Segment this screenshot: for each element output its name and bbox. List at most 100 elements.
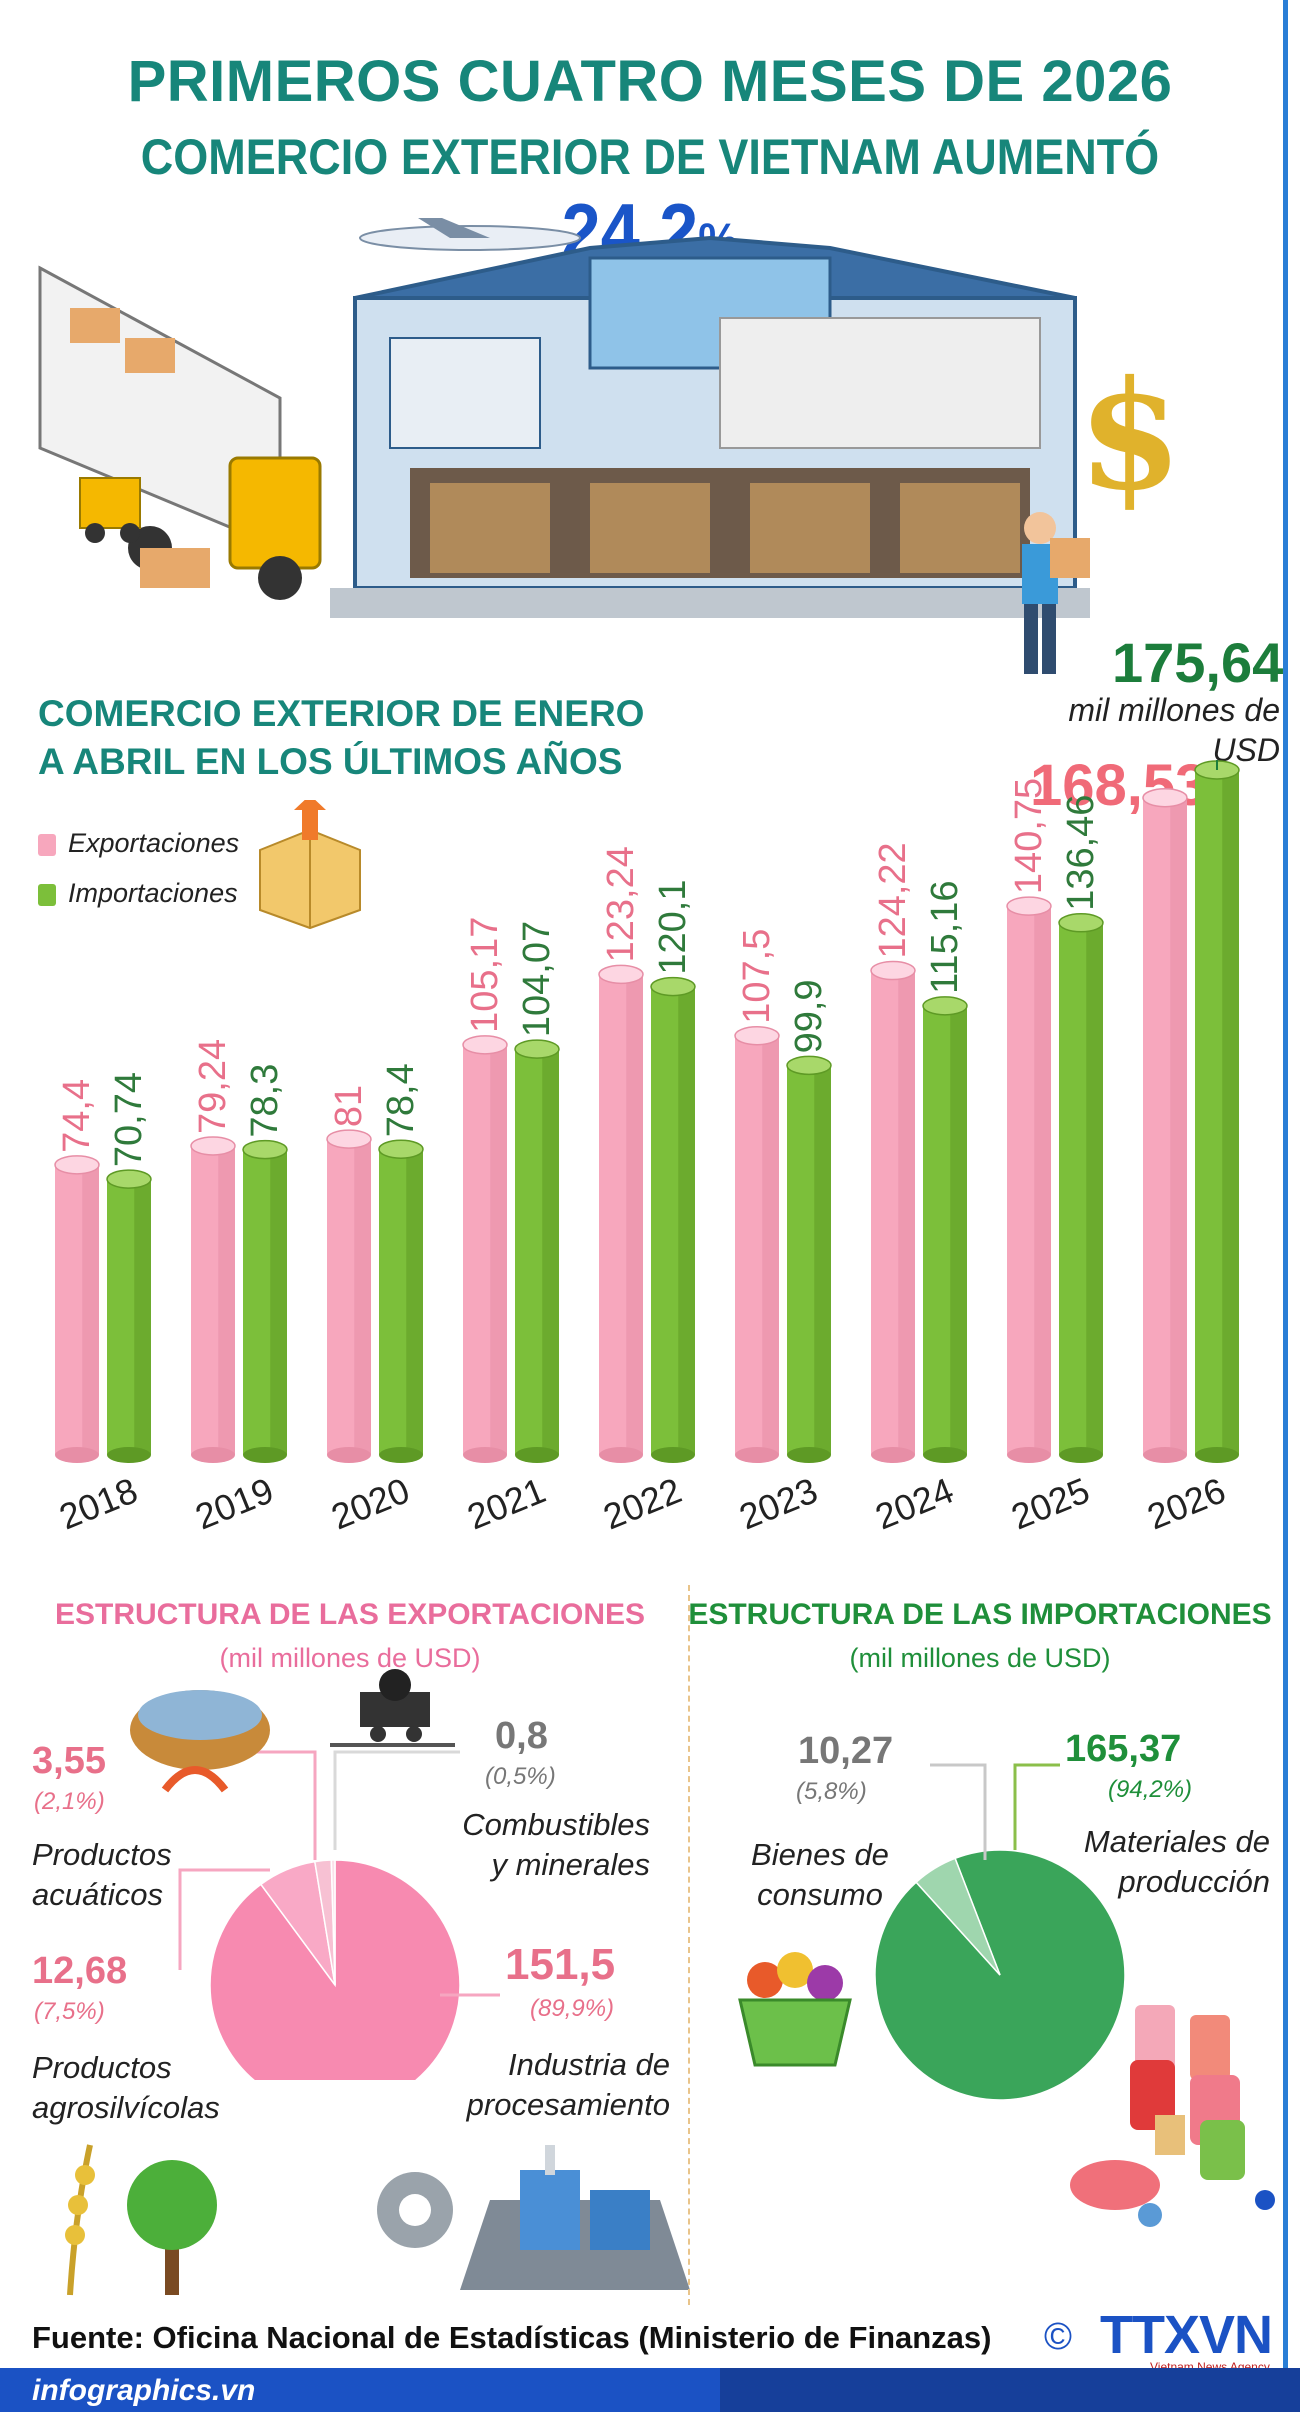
fuels-pct: (0,5%) bbox=[485, 1763, 556, 1790]
forklift-icon bbox=[79, 477, 210, 588]
x-tick-2024: 2024 bbox=[870, 1469, 960, 1537]
svg-text:$: $ bbox=[1078, 348, 1180, 524]
legend-imports-label: Importaciones bbox=[68, 878, 238, 908]
x-tick-2019: 2019 bbox=[190, 1469, 280, 1537]
pie-slice-1 bbox=[915, 1857, 1001, 1976]
bar-exports-2020 bbox=[326, 1129, 372, 1463]
imports-pie bbox=[874, 1849, 1126, 2100]
page-title: PRIMEROS CUATRO MESES DE 2026 bbox=[127, 49, 1173, 114]
exports-structure-title: ESTRUCTURA DE LAS EXPORTACIONES bbox=[54, 1598, 646, 1631]
agro-name-line-1: Productos bbox=[32, 2050, 172, 2085]
consumer-name: Bienes de consumo bbox=[740, 1835, 900, 1915]
box-icon bbox=[259, 800, 361, 930]
production-pct: (94,2%) bbox=[1108, 1776, 1193, 1803]
x-tick-2023: 2023 bbox=[734, 1469, 824, 1537]
footer-bar: infographics.vn bbox=[0, 2368, 1300, 2412]
trade-bar-chart: 74,4 70,74 2018 79,24 78,3 2019 81 78,4 2020 105,… bbox=[54, 760, 1240, 1537]
data-label-imports-2022: 120,1 bbox=[652, 880, 694, 975]
processing-name: Industria de procesamiento bbox=[420, 2045, 670, 2125]
data-label-imports-2021: 104,07 bbox=[516, 921, 558, 1037]
data-label-exports-2023: 107,5 bbox=[736, 929, 778, 1024]
bar-imports-2019 bbox=[242, 1139, 288, 1463]
production-value: 165,37 bbox=[1065, 1728, 1182, 1770]
processing-pct: (89,9%) bbox=[530, 1995, 615, 2022]
imports-2026-unit: mil millones de USD bbox=[1068, 692, 1280, 768]
bar-imports-2023 bbox=[786, 1055, 832, 1463]
structure-divider bbox=[688, 1585, 690, 2305]
legend-swatch-exports bbox=[38, 833, 56, 856]
aquatic-name: Productos acuáticos bbox=[32, 1835, 172, 1915]
bar-exports-2024 bbox=[870, 960, 916, 1463]
data-label-imports-2018: 70,74 bbox=[108, 1072, 150, 1167]
warehouse-building bbox=[330, 235, 1090, 618]
agro-value: 12,68 bbox=[32, 1950, 128, 1992]
imports-pie-area bbox=[874, 1763, 1126, 2100]
fish-basket-icon bbox=[130, 1690, 270, 1793]
data-label-exports-2019: 79,24 bbox=[192, 1039, 234, 1134]
pie-slice-3 bbox=[330, 1859, 336, 1986]
bar-exports-2026 bbox=[1142, 787, 1188, 1463]
data-label-exports-2020: 81 bbox=[328, 1085, 370, 1127]
ttxvn-logo: TTXVN bbox=[1100, 2305, 1273, 2365]
processing-name-line-2: procesamiento bbox=[466, 2087, 670, 2122]
source-note: Fuente: Oficina Nacional de Estadísticas… bbox=[32, 2320, 992, 2355]
fuels-name: Combustibles y minerales bbox=[440, 1805, 650, 1885]
legend-imports: Importaciones bbox=[38, 878, 238, 909]
bar-imports-2024 bbox=[922, 996, 968, 1463]
bar-exports-2021 bbox=[462, 1035, 508, 1463]
legend-exports-label: Exportaciones bbox=[68, 828, 240, 858]
agro-name-line-2: agrosilvícolas bbox=[32, 2090, 220, 2125]
aquatic-pct: (2,1%) bbox=[34, 1788, 105, 1815]
bar-exports-2018 bbox=[54, 1155, 100, 1463]
right-border bbox=[1283, 0, 1288, 2412]
footer-site-link[interactable]: infographics.vn bbox=[32, 2374, 256, 2407]
exports-pie bbox=[209, 1859, 461, 2080]
bar-imports-2018 bbox=[106, 1169, 152, 1463]
aquatic-name-line-2: acuáticos bbox=[32, 1877, 163, 1912]
delivery-worker-icon bbox=[1022, 512, 1090, 674]
imports-2026-total: 175,64 bbox=[1112, 631, 1284, 694]
data-label-exports-2018: 74,4 bbox=[56, 1079, 98, 1153]
subtitle-text: COMERCIO EXTERIOR DE VIETNAM AUMENTÓ bbox=[140, 129, 1160, 185]
bar-exports-2023 bbox=[734, 1026, 780, 1463]
data-label-imports-2025: 136,46 bbox=[1060, 795, 1102, 911]
data-label-imports-2024: 115,16 bbox=[924, 880, 966, 993]
data-label-imports-2019: 78,3 bbox=[244, 1064, 286, 1138]
rice-tree-icon bbox=[65, 2144, 217, 2296]
shopping-basket-icon bbox=[738, 1952, 852, 2067]
bar-imports-2022 bbox=[650, 976, 696, 1463]
agro-name: Productos agrosilvícolas bbox=[32, 2048, 220, 2128]
bar-imports-2025 bbox=[1058, 913, 1104, 1463]
bar-exports-2019 bbox=[190, 1136, 236, 1463]
thread-spools-icon bbox=[1070, 2005, 1275, 2227]
processing-value: 151,5 bbox=[505, 1940, 616, 1989]
consumer-value: 10,27 bbox=[798, 1730, 894, 1772]
bar-imports-2020 bbox=[378, 1139, 424, 1463]
coal-cart-icon bbox=[330, 1669, 455, 1747]
x-tick-2020: 2020 bbox=[326, 1469, 416, 1537]
factory-gears-icon bbox=[377, 2145, 690, 2290]
imports-structure-title: ESTRUCTURA DE LAS IMPORTACIONES bbox=[688, 1598, 1272, 1631]
copyright-symbol: © bbox=[1044, 2316, 1072, 2358]
trade-section-title: COMERCIO EXTERIOR DE ENERO A ABRIL EN LO… bbox=[38, 693, 645, 782]
x-tick-2022: 2022 bbox=[598, 1469, 688, 1537]
consumer-pct: (5,8%) bbox=[796, 1778, 867, 1805]
legend-swatch-imports bbox=[38, 883, 56, 906]
x-tick-2021: 2021 bbox=[462, 1469, 552, 1537]
footer-stripe bbox=[720, 2368, 1300, 2412]
data-label-exports-2022: 123,24 bbox=[600, 846, 642, 962]
consumer-name-line-1: Bienes de bbox=[751, 1837, 889, 1872]
airplane-icon bbox=[359, 218, 581, 251]
bar-exports-2022 bbox=[598, 964, 644, 1463]
aquatic-value: 3,55 bbox=[32, 1740, 106, 1782]
aquatic-name-line-1: Productos bbox=[32, 1837, 172, 1872]
agro-pct: (7,5%) bbox=[34, 1998, 105, 2025]
data-label-exports-2024: 124,22 bbox=[872, 842, 914, 958]
data-label-exports-2025: 140,75 bbox=[1008, 778, 1050, 894]
exports-pie-area bbox=[130, 1669, 500, 2080]
production-name-line-1: Materiales de bbox=[1083, 1824, 1270, 1859]
fuels-name-line-2: y minerales bbox=[491, 1847, 651, 1882]
legend-exports: Exportaciones bbox=[38, 828, 239, 859]
fuels-name-line-1: Combustibles bbox=[462, 1807, 650, 1842]
x-tick-2025: 2025 bbox=[1006, 1469, 1096, 1537]
